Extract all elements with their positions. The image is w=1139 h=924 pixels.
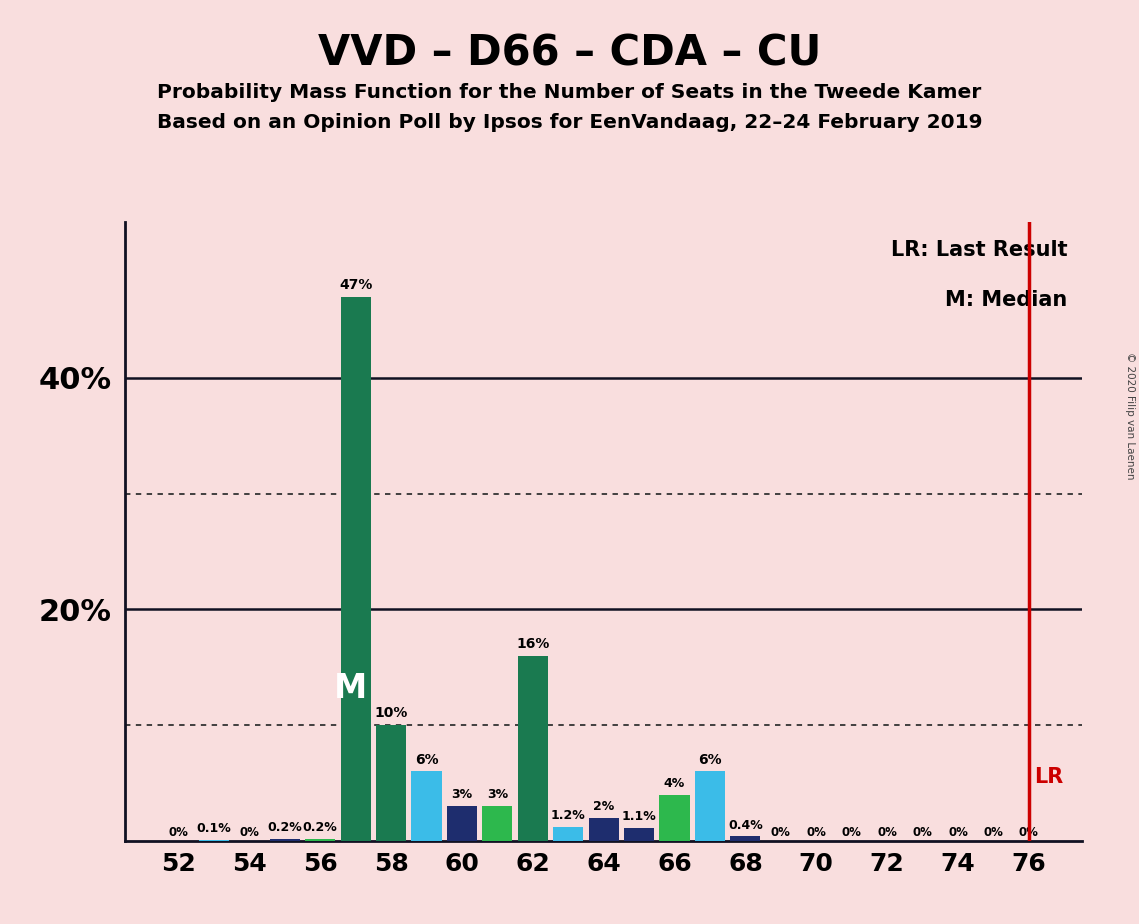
Text: VVD – D66 – CDA – CU: VVD – D66 – CDA – CU bbox=[318, 32, 821, 74]
Bar bbox=[446, 806, 477, 841]
Bar bbox=[554, 827, 583, 841]
Text: 16%: 16% bbox=[516, 637, 549, 651]
Bar bbox=[589, 818, 618, 841]
Text: 0.2%: 0.2% bbox=[268, 821, 302, 833]
Bar bbox=[482, 806, 513, 841]
Text: 0%: 0% bbox=[912, 826, 933, 839]
Text: 47%: 47% bbox=[339, 278, 372, 292]
Text: 6%: 6% bbox=[698, 753, 722, 767]
Text: 6%: 6% bbox=[415, 753, 439, 767]
Text: 0.1%: 0.1% bbox=[197, 822, 231, 835]
Text: 1.1%: 1.1% bbox=[622, 810, 656, 823]
Text: 2%: 2% bbox=[593, 800, 614, 813]
Text: M: M bbox=[334, 672, 367, 705]
Text: 0%: 0% bbox=[877, 826, 898, 839]
Text: 4%: 4% bbox=[664, 777, 686, 790]
Text: Based on an Opinion Poll by Ipsos for EenVandaag, 22–24 February 2019: Based on an Opinion Poll by Ipsos for Ee… bbox=[157, 113, 982, 132]
Text: © 2020 Filip van Laenen: © 2020 Filip van Laenen bbox=[1125, 352, 1134, 480]
Text: 0%: 0% bbox=[948, 826, 968, 839]
Text: 0%: 0% bbox=[1019, 826, 1039, 839]
Bar bbox=[518, 656, 548, 841]
Bar bbox=[624, 828, 654, 841]
Text: 0%: 0% bbox=[842, 826, 862, 839]
Bar bbox=[730, 836, 761, 841]
Text: 0.4%: 0.4% bbox=[728, 819, 763, 832]
Text: 1.2%: 1.2% bbox=[551, 809, 585, 822]
Bar bbox=[199, 840, 229, 841]
Bar bbox=[376, 725, 407, 841]
Text: 3%: 3% bbox=[451, 788, 473, 801]
Text: LR: LR bbox=[1034, 767, 1064, 787]
Text: LR: Last Result: LR: Last Result bbox=[891, 240, 1067, 261]
Bar bbox=[659, 795, 689, 841]
Text: 0.2%: 0.2% bbox=[303, 821, 337, 833]
Text: 0%: 0% bbox=[806, 826, 826, 839]
Text: Probability Mass Function for the Number of Seats in the Tweede Kamer: Probability Mass Function for the Number… bbox=[157, 83, 982, 103]
Text: M: Median: M: Median bbox=[945, 290, 1067, 310]
Text: 0%: 0% bbox=[771, 826, 790, 839]
Bar bbox=[305, 838, 335, 841]
Text: 10%: 10% bbox=[375, 707, 408, 721]
Bar bbox=[270, 838, 300, 841]
Text: 0%: 0% bbox=[239, 826, 260, 839]
Text: 3%: 3% bbox=[486, 788, 508, 801]
Text: 0%: 0% bbox=[169, 826, 188, 839]
Bar bbox=[341, 297, 370, 841]
Text: 0%: 0% bbox=[983, 826, 1003, 839]
Bar bbox=[411, 772, 442, 841]
Bar bbox=[695, 772, 726, 841]
